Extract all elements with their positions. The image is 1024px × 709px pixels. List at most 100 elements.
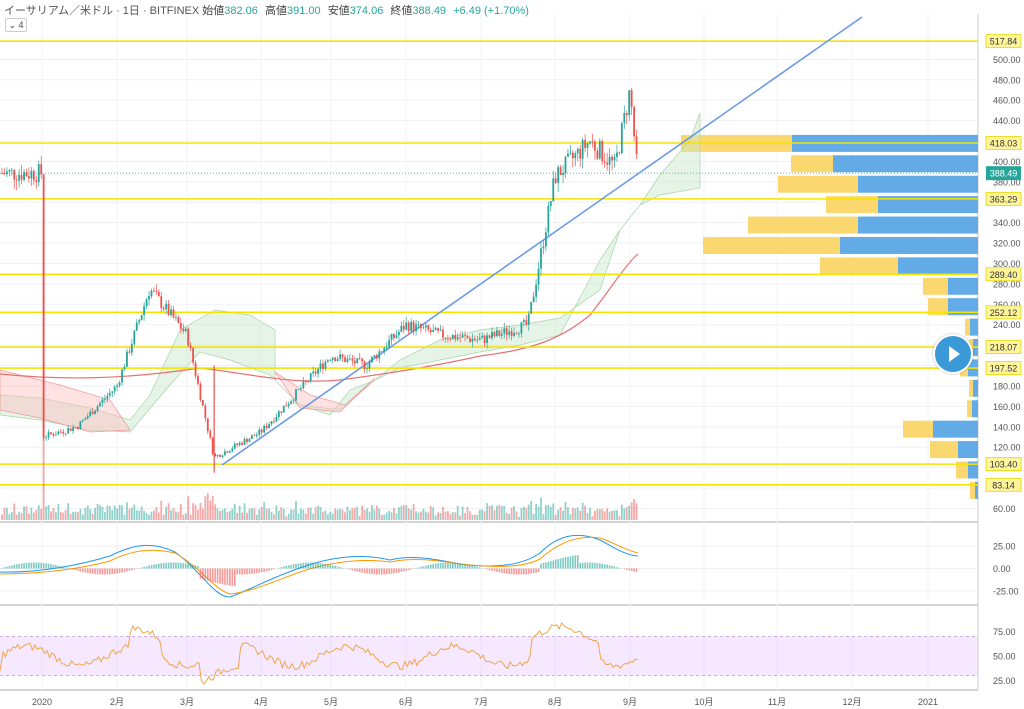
macd-histogram-bar — [331, 565, 334, 569]
high-label: 高値 — [264, 5, 287, 17]
macd-histogram-bar — [287, 565, 290, 569]
macd-histogram-bar — [319, 563, 322, 569]
volume-profile-bar — [973, 379, 978, 397]
volume-bar — [175, 511, 177, 520]
volume-bar — [589, 507, 591, 520]
macd-histogram-bar — [236, 568, 238, 575]
volume-bar — [385, 512, 388, 520]
candle-body — [473, 338, 476, 341]
macd-histogram-bar — [456, 562, 459, 569]
x-tick-label: 10月 — [694, 697, 713, 707]
volume-bar — [402, 504, 405, 520]
candle-body — [35, 180, 38, 183]
volume-bar — [346, 506, 349, 520]
volume-bar — [476, 514, 479, 520]
level-price-tag — [985, 457, 1022, 472]
macd-histogram-bar — [30, 562, 33, 569]
macd-histogram-bar — [160, 563, 163, 569]
volume-bar — [67, 503, 70, 520]
volume-bar — [373, 509, 376, 520]
volume-bar — [275, 505, 278, 520]
macd-histogram-bar — [378, 568, 381, 575]
macd-histogram-bar — [233, 568, 236, 587]
candle-body — [356, 358, 359, 364]
level-price-tag — [985, 361, 1022, 375]
volume-bar — [464, 513, 466, 520]
candle-body — [569, 152, 572, 154]
macd-histogram-bar — [591, 562, 594, 569]
candles-group — [1, 87, 638, 520]
candle-body — [104, 398, 106, 400]
macd-histogram-bar — [204, 568, 207, 580]
volume-bar — [584, 505, 586, 520]
candle-body — [616, 152, 618, 157]
volume-bar — [194, 504, 197, 520]
volume-bar — [317, 505, 319, 520]
macd-histogram-bar — [339, 567, 341, 569]
candle-body — [368, 362, 371, 369]
volume-bar — [493, 510, 496, 520]
y-tick-label: 440.00 — [993, 116, 1021, 126]
macd-histogram-bar — [398, 568, 400, 573]
candle-body — [287, 403, 290, 407]
candle-body — [319, 363, 322, 369]
volume-profile-bar — [956, 461, 968, 479]
candle-body — [633, 106, 635, 137]
volume-bar — [300, 508, 302, 520]
macd-histogram-bar — [18, 563, 20, 569]
volume-bar — [542, 514, 545, 520]
candle-body — [123, 366, 126, 370]
candle-body — [429, 329, 432, 333]
volume-bar — [123, 514, 126, 520]
volume-bar — [248, 508, 251, 520]
macd-histogram-bar — [57, 565, 60, 569]
candle-body — [194, 362, 197, 377]
volume-bar — [157, 512, 160, 520]
volume-bar — [160, 500, 163, 520]
volume-bar — [10, 512, 13, 520]
volume-bar — [564, 501, 567, 520]
candle-body — [175, 317, 177, 319]
play-button[interactable] — [933, 334, 973, 374]
macd-histogram-bar — [596, 563, 599, 569]
volume-bar — [459, 515, 462, 520]
volume-bar — [246, 512, 248, 520]
macd-histogram-bar — [23, 563, 25, 569]
volume-bar — [522, 506, 525, 520]
macd-histogram-bar — [224, 568, 226, 585]
candle-body — [525, 320, 528, 325]
volume-bar — [608, 511, 611, 520]
macd-histogram-bar — [525, 568, 528, 575]
volume-bar — [81, 514, 84, 520]
macd-histogram-bar — [202, 568, 204, 580]
candle-body — [55, 434, 57, 436]
candle-body — [312, 371, 315, 374]
candle-body — [226, 451, 229, 453]
volume-bar — [412, 504, 415, 520]
macd-histogram-bar — [282, 566, 285, 569]
candle-body — [483, 335, 486, 344]
macd-histogram-bar — [118, 568, 121, 573]
macd-histogram-bar — [241, 568, 243, 575]
volume-bar — [292, 509, 295, 520]
macd-histogram-bar — [393, 568, 395, 574]
volume-bar — [8, 514, 11, 520]
macd-histogram-bar — [229, 568, 231, 586]
volume-bar — [420, 511, 422, 520]
candle-body — [439, 329, 442, 331]
candle-body — [258, 429, 261, 435]
volume-bar — [126, 502, 128, 520]
macd-histogram-bar — [390, 568, 393, 574]
candle-body — [304, 381, 307, 383]
candle-body — [373, 355, 376, 358]
ichimoku-cloud-bear — [0, 369, 376, 433]
volume-profile-bar — [968, 461, 978, 479]
candle-body — [628, 90, 631, 116]
y-tick-label: 380.00 — [993, 177, 1021, 187]
macd-histogram-bar — [116, 568, 118, 574]
macd-histogram-bar — [295, 563, 297, 569]
indicator-toggle-button[interactable]: ⌄ 4 — [5, 18, 27, 32]
candle-body — [424, 325, 427, 328]
volume-bar — [486, 503, 488, 520]
